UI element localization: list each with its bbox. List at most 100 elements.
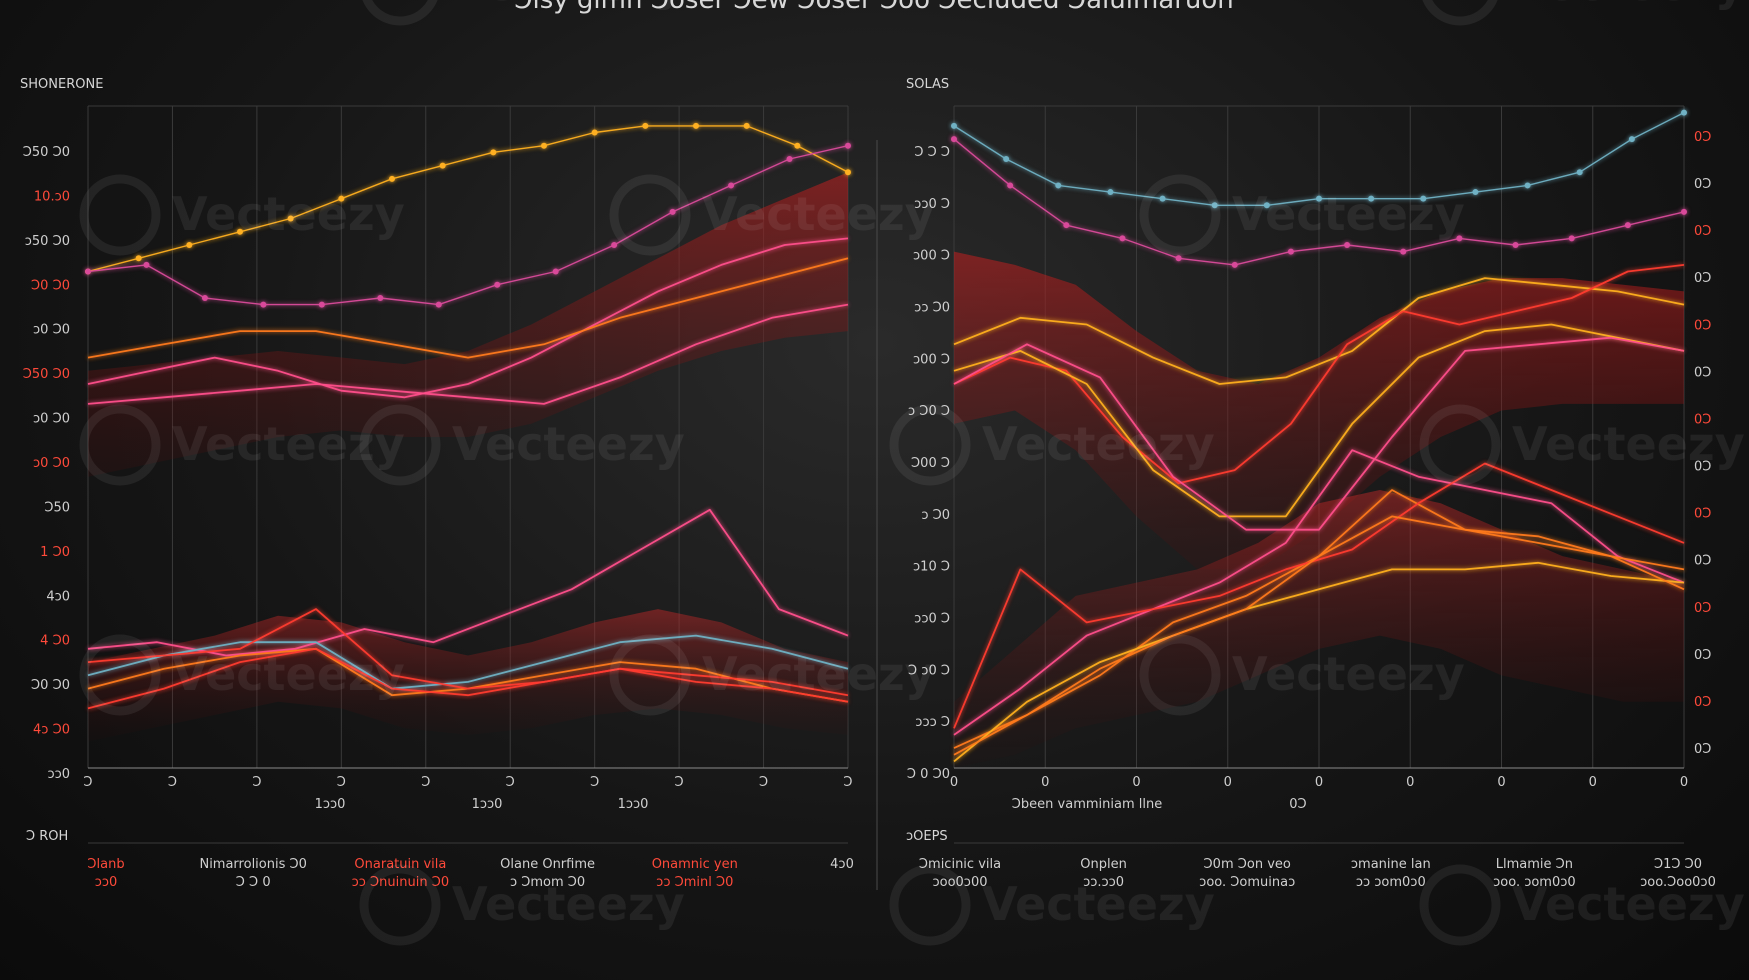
- y-tick-label-right: 0Ͻ: [1694, 695, 1711, 710]
- left-series-group: [85, 122, 851, 710]
- right-x-ticks: 0 0 0 0 0 0 0 0 0 Ͻbeen vamminiam llne 0Ͻ: [950, 775, 1688, 812]
- right-footer-label: ͻOEPS: [906, 829, 948, 844]
- watermark-logo-ring: [362, 0, 438, 26]
- x-tick-label: 0: [1224, 775, 1232, 790]
- y-tick-label-right: 0Ͻ: [1694, 224, 1711, 239]
- series-point: [1681, 109, 1687, 116]
- series-point: [611, 242, 618, 249]
- series-point: [1576, 169, 1583, 176]
- series-point: [1055, 182, 1062, 189]
- series-point: [1263, 202, 1270, 209]
- series-point: [1107, 189, 1114, 196]
- watermark-text: Vecteezy: [1232, 647, 1465, 701]
- series-point: [260, 301, 267, 308]
- series-line: [87, 145, 849, 306]
- y-tick-label: ͻͻ0 Ͻ: [914, 197, 950, 212]
- y-tick-label: Ͻ ͻ0 Ͻ: [908, 663, 950, 678]
- x-axis-sublabel: 1ͻͻ0: [315, 797, 346, 812]
- legend-entry-value: ͻͻ.ͻͻ0: [1083, 875, 1124, 890]
- left-footer-label: Ͻ ROH: [26, 829, 68, 844]
- series-point: [338, 195, 345, 202]
- left-panel-label: SHONERONE: [20, 77, 103, 92]
- legend-entry-name: Olane Onrfime: [500, 857, 595, 872]
- series-point: [1119, 235, 1126, 242]
- series-point: [435, 301, 442, 308]
- series-point: [845, 142, 851, 149]
- watermark-text: Vecteezy: [452, 417, 685, 471]
- watermark-logo-ring: [1419, 864, 1501, 946]
- y-tick-label: Ͻ50 Ͻ0: [23, 145, 70, 160]
- series-line: [953, 462, 1685, 729]
- watermark-text: Vecteezy: [1232, 187, 1465, 241]
- legend-entry-name: Onplen: [1080, 857, 1127, 872]
- x-tick-label: Ͻ: [590, 775, 599, 790]
- watermark-text: Vecteezy: [172, 647, 405, 701]
- legend-entry-name: Ͻ1Ͻ Ͻ0: [1654, 857, 1702, 872]
- x-tick-label: 0: [1589, 775, 1597, 790]
- y-tick-label-right: 0Ͻ: [1694, 130, 1711, 145]
- series-line: [953, 449, 1685, 736]
- y-tick-label: Ͻ 0 Ͻ0: [907, 767, 950, 782]
- y-tick-label: ͻ50 Ͻ0: [25, 234, 70, 249]
- y-tick-label: ͻ Ͻ0 Ͻ: [908, 404, 950, 419]
- series-point: [1681, 208, 1687, 215]
- series-point: [1472, 189, 1479, 196]
- watermark-text: Vecteezy: [1512, 417, 1745, 471]
- y-tick-label-right: 0Ͻ: [1694, 412, 1711, 427]
- y-tick-label: Ͻ Ͻ Ͻ: [914, 145, 950, 160]
- x-tick-label: Ͻ: [759, 775, 768, 790]
- watermark-logo-ring: [609, 174, 691, 256]
- y-tick-label: Ͻ0 Ͻ0: [31, 278, 70, 293]
- vecteezy-v-logo-icon: [1422, 0, 1498, 26]
- right-footer-legend: Ͻmicinic vila ͻoo0ͻ00 Onplen ͻͻ.ͻͻ0 Ͻ0m Ͻon …: [919, 857, 1716, 890]
- series-point: [1524, 182, 1531, 189]
- watermark-text: Vecteezy: [172, 417, 405, 471]
- watermark-text: Vecteezy: [452, 0, 685, 11]
- x-tick-label: Ͻ: [506, 775, 515, 790]
- series-point: [186, 242, 193, 249]
- series-line: [87, 237, 849, 399]
- vecteezy-v-logo-icon: [1419, 864, 1501, 946]
- series-point: [494, 281, 501, 288]
- y-tick-label: ͻ00 Ͻ: [913, 352, 950, 367]
- legend-entry-name: Llmamie Ͻn: [1496, 857, 1573, 872]
- vecteezy-v-logo-icon: [889, 864, 971, 946]
- right-y-ticks-left: Ͻ Ͻ Ͻ ͻͻ0 Ͻ ͻ00 Ͻ ͻͻ Ͻ0 ͻ00 Ͻ ͻ Ͻ0 Ͻ Ͻ00 Ͻ ͻ Ͻ0…: [907, 145, 950, 782]
- legend-entry-value: ͻͻ Ͻminl Ͻ0: [656, 875, 733, 890]
- x-tick-label: Ͻ: [675, 775, 684, 790]
- series-point: [1211, 202, 1218, 209]
- watermark-logo-ring: [1139, 174, 1221, 256]
- x-tick-label: Ͻ: [168, 775, 177, 790]
- y-tick-label-right: 0Ͻ: [1694, 507, 1711, 522]
- series-line: [87, 303, 849, 405]
- series-point: [135, 255, 142, 262]
- right-y-ticks-right: 0Ͻ 0Ͻ 0Ͻ 0Ͻ 0Ͻ 0Ͻ 0Ͻ 0Ͻ 0Ͻ 0Ͻ 0Ͻ 0Ͻ 0Ͻ 0Ͻ: [1694, 130, 1711, 757]
- watermark-text: Vecteezy: [982, 417, 1215, 471]
- series-line: [87, 125, 849, 273]
- y-tick-label: ͻͻ0: [47, 767, 70, 782]
- series-point: [201, 294, 208, 301]
- series-line: [87, 257, 849, 359]
- series-point: [693, 122, 699, 129]
- watermark-text: Vecteezy: [172, 187, 405, 241]
- watermark-logo-ring: [79, 634, 161, 716]
- x-tick-label: Ͻ: [421, 775, 430, 790]
- series-line: [953, 336, 1685, 531]
- x-tick-label: Ͻ: [252, 775, 261, 790]
- series-point: [1063, 222, 1070, 229]
- series-point: [1003, 155, 1010, 162]
- legend-entry-name: Onaratuin vila: [354, 857, 446, 872]
- y-tick-label: 1 Ͻ0: [40, 545, 70, 560]
- series-line: [953, 138, 1685, 266]
- legend-entry-value: ͻ Ͻmom Ͻ0: [510, 875, 585, 890]
- y-tick-label-right: 0Ͻ: [1694, 460, 1711, 475]
- series-point: [728, 182, 735, 189]
- y-tick-label-right: 0Ͻ: [1694, 554, 1711, 569]
- series-line: [87, 508, 849, 657]
- right-series-group: [951, 109, 1687, 763]
- left-footer-legend: Ͻlanb ͻͻ0 Nimarrolionis Ͻ0 Ͻ Ͻ 0 Onaratuin v…: [87, 857, 853, 890]
- series-point: [1568, 235, 1575, 242]
